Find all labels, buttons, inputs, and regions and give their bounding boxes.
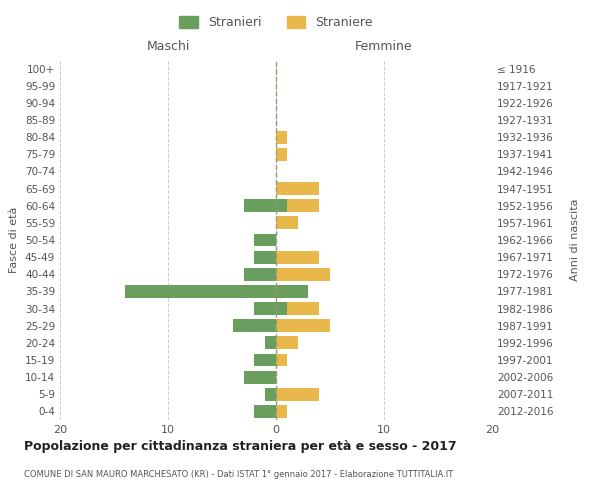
Bar bbox=[265, 336, 276, 349]
Bar bbox=[254, 302, 276, 315]
Bar bbox=[244, 268, 276, 280]
Bar bbox=[244, 370, 276, 384]
Bar bbox=[276, 405, 287, 418]
Bar bbox=[233, 320, 276, 332]
Text: COMUNE DI SAN MAURO MARCHESATO (KR) - Dati ISTAT 1° gennaio 2017 - Elaborazione : COMUNE DI SAN MAURO MARCHESATO (KR) - Da… bbox=[24, 470, 453, 479]
Bar bbox=[276, 200, 319, 212]
Bar bbox=[276, 285, 308, 298]
Bar bbox=[276, 250, 319, 264]
Bar bbox=[254, 250, 276, 264]
Bar bbox=[254, 354, 276, 366]
Y-axis label: Anni di nascita: Anni di nascita bbox=[570, 198, 580, 281]
Bar bbox=[276, 388, 319, 400]
Legend: Stranieri, Straniere: Stranieri, Straniere bbox=[174, 11, 378, 34]
Bar bbox=[265, 388, 276, 400]
Bar bbox=[276, 130, 287, 143]
Bar bbox=[276, 336, 298, 349]
Bar bbox=[276, 354, 287, 366]
Bar bbox=[276, 302, 287, 315]
Bar bbox=[276, 302, 319, 315]
Bar bbox=[276, 216, 298, 230]
Text: Femmine: Femmine bbox=[355, 40, 413, 53]
Bar bbox=[254, 405, 276, 418]
Bar bbox=[254, 234, 276, 246]
Y-axis label: Fasce di età: Fasce di età bbox=[10, 207, 19, 273]
Bar bbox=[276, 320, 330, 332]
Text: Popolazione per cittadinanza straniera per età e sesso - 2017: Popolazione per cittadinanza straniera p… bbox=[24, 440, 457, 453]
Bar bbox=[276, 268, 330, 280]
Bar bbox=[125, 285, 276, 298]
Bar bbox=[276, 182, 319, 195]
Bar bbox=[244, 200, 276, 212]
Bar bbox=[276, 200, 287, 212]
Bar bbox=[276, 285, 308, 298]
Text: Maschi: Maschi bbox=[146, 40, 190, 53]
Bar bbox=[276, 148, 287, 160]
